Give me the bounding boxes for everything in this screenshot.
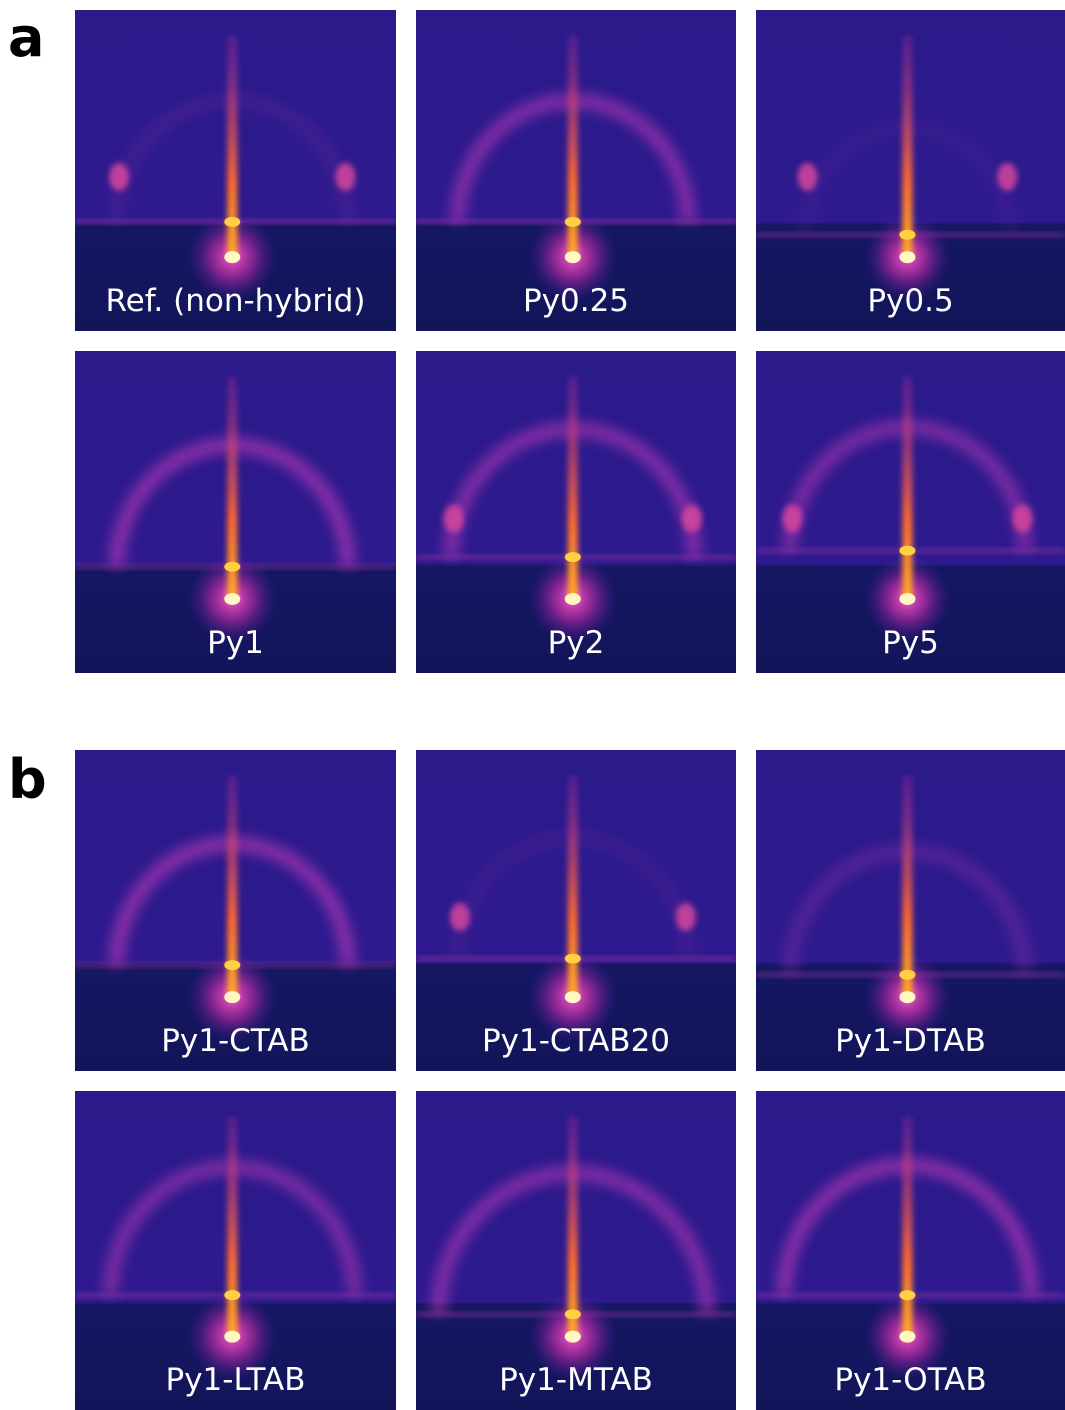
specular-rod [902, 1117, 912, 1337]
specular-rod [568, 776, 578, 997]
image-label: Py1-CTAB [161, 1023, 310, 1059]
beam-center [565, 1331, 581, 1343]
image-label: Ref. (non-hybrid) [106, 283, 366, 319]
pattern-image: Py0.5 [756, 10, 1065, 331]
beam-center [224, 1331, 240, 1343]
pattern-image: Py1-LTAB [75, 1091, 396, 1410]
specular-spot [565, 552, 581, 562]
side-spot [109, 163, 129, 191]
image-label: Py2 [548, 625, 605, 661]
figure: a b Ref. (non-hybrid) Py0.25 Py0.5 Py1 Py2 Py… [0, 0, 1065, 1410]
pattern-image: Py1-OTAB [756, 1091, 1065, 1410]
pattern-image: Py0.25 [416, 10, 736, 331]
side-spot [444, 504, 464, 532]
side-spot [682, 504, 702, 532]
beam-center [899, 251, 915, 263]
panel-label: a [8, 6, 44, 69]
pattern-image: Py1-DTAB [756, 750, 1065, 1071]
specular-spot [565, 1309, 581, 1319]
side-spot [782, 504, 802, 532]
image-label: Py1-CTAB20 [482, 1023, 670, 1059]
image-label: Py0.5 [867, 283, 953, 319]
side-spot [450, 903, 470, 931]
panel-label: b [8, 748, 47, 811]
beam-center [565, 593, 581, 605]
image-label: Py1-OTAB [834, 1362, 986, 1398]
image-label: Py1-DTAB [835, 1023, 986, 1059]
beam-center [899, 1331, 915, 1343]
specular-spot [899, 970, 915, 980]
specular-spot [224, 960, 240, 970]
pattern-image: Py1 [75, 351, 396, 673]
specular-rod [568, 1117, 578, 1337]
side-spot [676, 903, 696, 931]
specular-spot [224, 1290, 240, 1300]
specular-spot [224, 562, 240, 572]
specular-spot [899, 230, 915, 240]
specular-spot [565, 954, 581, 964]
pattern-image: Ref. (non-hybrid) [75, 10, 396, 331]
image-label: Py1-MTAB [499, 1362, 653, 1398]
beam-center [565, 991, 581, 1003]
beam-center [565, 251, 581, 263]
image-label: Py1 [207, 625, 264, 661]
specular-spot [224, 217, 240, 227]
specular-rod [902, 377, 912, 599]
specular-spot [899, 546, 915, 556]
specular-rod [902, 776, 912, 997]
pattern-image: Py2 [416, 351, 736, 673]
image-label: Py5 [882, 625, 939, 661]
pattern-image: Py1-CTAB [75, 750, 396, 1071]
side-spot [997, 163, 1017, 191]
pattern-image: Py5 [756, 351, 1065, 673]
beam-center [899, 593, 915, 605]
side-spot [336, 163, 356, 191]
specular-spot [565, 217, 581, 227]
side-spot [797, 163, 817, 191]
beam-center [224, 991, 240, 1003]
beam-center [899, 991, 915, 1003]
side-spot [1012, 504, 1032, 532]
specular-rod [902, 36, 912, 257]
beam-center [224, 251, 240, 263]
beam-center [224, 593, 240, 605]
image-label: Py1-LTAB [166, 1362, 306, 1398]
specular-rod [227, 1117, 237, 1337]
image-label: Py0.25 [523, 283, 629, 319]
specular-rod [568, 377, 578, 599]
specular-spot [899, 1290, 915, 1300]
pattern-image: Py1-CTAB20 [416, 750, 736, 1071]
pattern-image: Py1-MTAB [416, 1091, 736, 1410]
